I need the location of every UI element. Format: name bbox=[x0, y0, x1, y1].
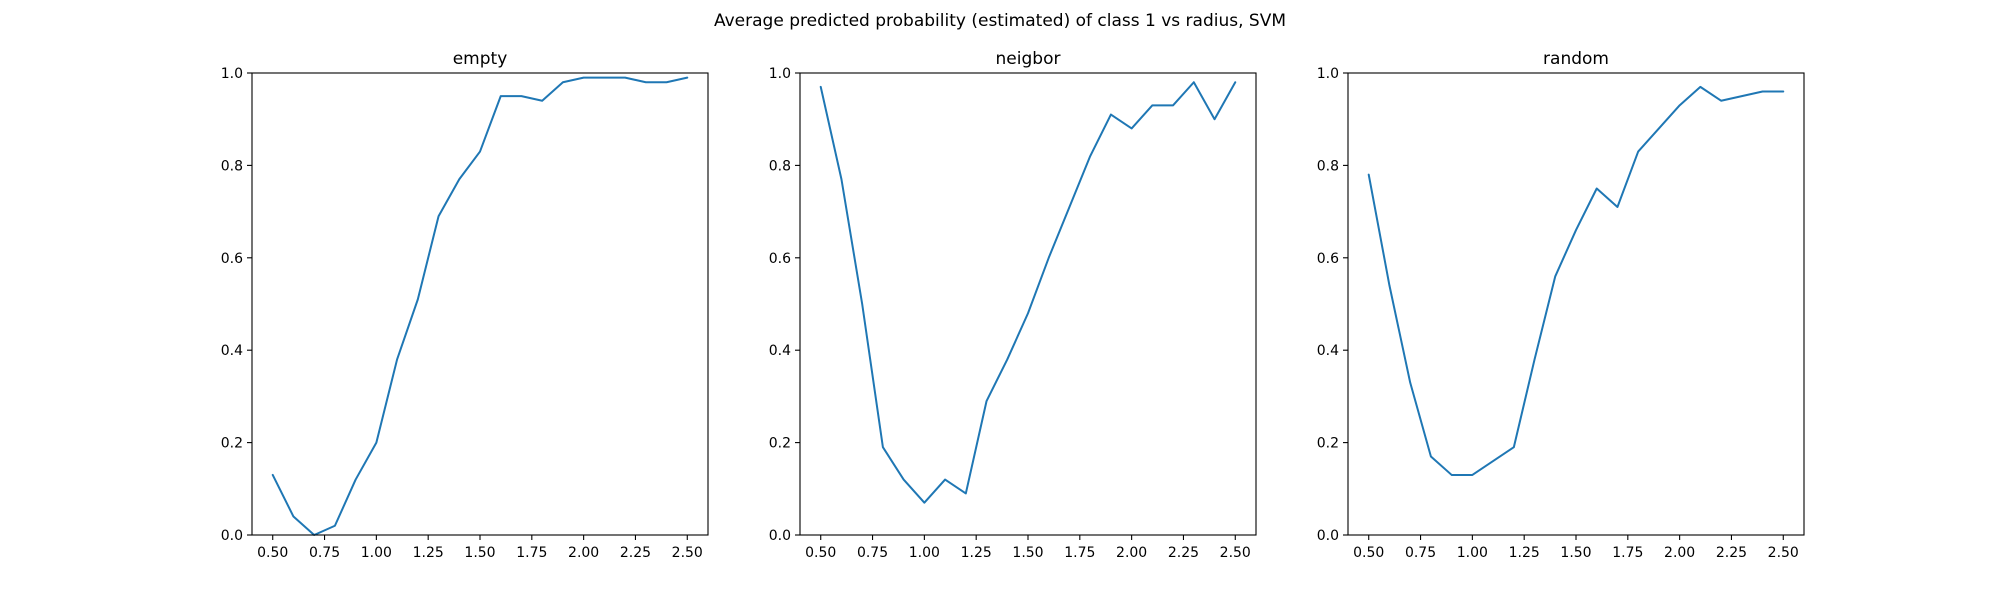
x-tick-label: 1.00 bbox=[361, 545, 392, 561]
x-tick-label: 1.50 bbox=[1560, 545, 1591, 561]
x-tick-label: 0.50 bbox=[805, 545, 836, 561]
y-tick-label: 0.4 bbox=[1317, 343, 1339, 359]
y-tick-label: 0.2 bbox=[769, 436, 791, 452]
y-tick-label: 0.4 bbox=[769, 343, 791, 359]
x-tick-label: 2.25 bbox=[1168, 545, 1199, 561]
y-tick-label: 1.0 bbox=[769, 66, 791, 82]
x-tick-label: 1.50 bbox=[1012, 545, 1043, 561]
subplot-neigbor: neigbor 0.50 0.75 1.00 1.25 1.50 1.75 2.00 2.25 2… bbox=[769, 49, 1257, 561]
x-tick-label: 2.00 bbox=[1664, 545, 1695, 561]
axes-frame bbox=[251, 72, 709, 536]
panel-title: neigbor bbox=[996, 49, 1061, 69]
y-tick-label: 1.0 bbox=[221, 66, 243, 82]
x-tick-label: 0.50 bbox=[1353, 545, 1384, 561]
x-tick-label: 1.25 bbox=[413, 545, 444, 561]
x-tick-label: 1.25 bbox=[1509, 545, 1540, 561]
subplot-random: random 0.50 0.75 1.00 1.25 1.50 1.75 2.00 2.25 2.… bbox=[1317, 49, 1805, 561]
x-tick-label: 1.50 bbox=[464, 545, 495, 561]
series-line bbox=[271, 76, 689, 536]
x-tick-label: 2.00 bbox=[1116, 545, 1147, 561]
figure-title: Average predicted probability (estimated… bbox=[714, 11, 1286, 31]
x-tick-label: 1.75 bbox=[1064, 545, 1095, 561]
y-tick-label: 0.6 bbox=[221, 251, 243, 267]
axes-frame bbox=[1347, 72, 1805, 536]
series-line bbox=[1367, 85, 1785, 476]
x-tick-label: 0.75 bbox=[1405, 545, 1436, 561]
y-tick-label: 0.8 bbox=[221, 158, 243, 174]
y-tick-label: 0.2 bbox=[221, 436, 243, 452]
x-tick-label: 1.00 bbox=[1457, 545, 1488, 561]
y-tick-label: 0.6 bbox=[769, 251, 791, 267]
y-tick-label: 0.0 bbox=[221, 528, 243, 544]
y-tick-label: 0.8 bbox=[1317, 158, 1339, 174]
x-tick-label: 2.50 bbox=[672, 545, 703, 561]
axes-frame bbox=[799, 72, 1257, 536]
y-tick-label: 1.0 bbox=[1317, 66, 1339, 82]
x-tick-label: 1.00 bbox=[909, 545, 940, 561]
x-tick-label: 2.00 bbox=[568, 545, 599, 561]
x-tick-label: 0.75 bbox=[309, 545, 340, 561]
y-tick-label: 0.2 bbox=[1317, 436, 1339, 452]
x-tick-label: 2.50 bbox=[1220, 545, 1251, 561]
x-tick-label: 0.50 bbox=[257, 545, 288, 561]
panel-title: random bbox=[1543, 49, 1609, 69]
y-tick-label: 0.0 bbox=[1317, 528, 1339, 544]
x-tick-label: 1.75 bbox=[1612, 545, 1643, 561]
y-tick-label: 0.6 bbox=[1317, 251, 1339, 267]
subplots: empty 0.50 0.75 1.00 1.25 1.50 1.75 2.00 2.25 2.5… bbox=[221, 49, 1805, 561]
y-tick-label: 0.8 bbox=[769, 158, 791, 174]
x-tick-label: 2.25 bbox=[1716, 545, 1747, 561]
subplot-empty: empty 0.50 0.75 1.00 1.25 1.50 1.75 2.00 2.25 2.5… bbox=[221, 49, 709, 561]
y-tick-label: 0.4 bbox=[221, 343, 243, 359]
x-tick-label: 2.50 bbox=[1768, 545, 1799, 561]
series-line bbox=[819, 81, 1237, 504]
x-tick-label: 2.25 bbox=[620, 545, 651, 561]
x-tick-label: 1.75 bbox=[516, 545, 547, 561]
panel-title: empty bbox=[453, 49, 508, 69]
y-tick-label: 0.0 bbox=[769, 528, 791, 544]
x-tick-label: 0.75 bbox=[857, 545, 888, 561]
x-tick-label: 1.25 bbox=[961, 545, 992, 561]
